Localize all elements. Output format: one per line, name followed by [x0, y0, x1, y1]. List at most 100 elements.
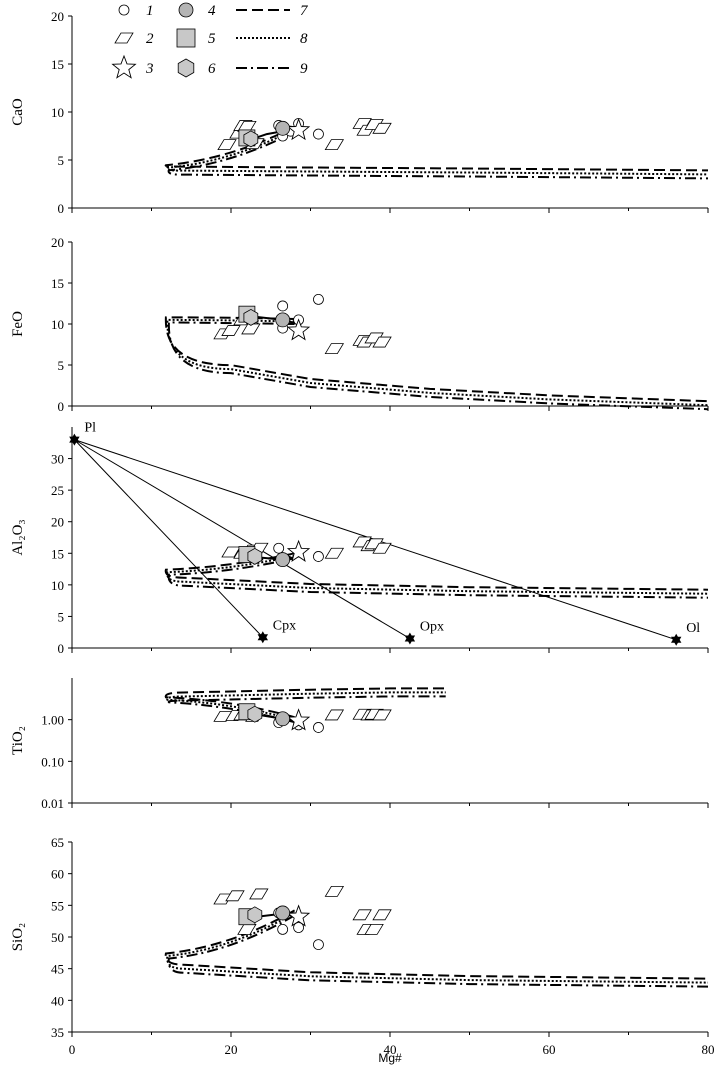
- legend-label-6: 6: [208, 61, 216, 77]
- data-point-series-4: [275, 552, 291, 567]
- data-point-series-1: [313, 939, 324, 950]
- legend-label-5: 5: [208, 31, 216, 47]
- legend-marker-6: [177, 58, 195, 78]
- y-tick-label: 0: [58, 201, 65, 216]
- y-tick-label: 15: [51, 276, 64, 291]
- data-point-series-4: [275, 120, 291, 136]
- y-tick-label: 15: [51, 546, 64, 561]
- mineral-label-ol: Ol: [686, 621, 700, 636]
- legend-marker-2: [114, 32, 134, 44]
- panel-3: 0 5 10 15 20 25 30 Al₂O₃ Pl Cpx Opx Ol: [10, 421, 709, 656]
- y-tick-label: 60: [51, 867, 64, 882]
- data-point-series-2: [221, 325, 241, 336]
- plots: 05101520CaO05101520FeO051015202530Al₂O₃P…: [10, 9, 715, 1057]
- x-tick-label: 20: [225, 1042, 238, 1057]
- data-point-series-2: [241, 323, 261, 335]
- model-curve-9: [167, 914, 709, 988]
- legend-label-4: 4: [208, 3, 216, 19]
- legend-marker-5: [176, 28, 196, 48]
- y-tick-label: 0: [58, 399, 65, 414]
- x-tick-label: 60: [543, 1042, 556, 1057]
- mineral-star-opx: [404, 635, 416, 645]
- y-tick-label: 5: [58, 609, 65, 624]
- x-tick-label: 40: [384, 1042, 397, 1057]
- panel-1: 0 5 10 15 20 CaO: [10, 9, 709, 216]
- y-tick-label: 20: [51, 515, 64, 530]
- legend-label-2: 2: [146, 31, 154, 47]
- y-tick-label: 10: [51, 578, 64, 593]
- data-point-series-2: [352, 909, 372, 921]
- legend-label-9: 9: [300, 61, 308, 77]
- data-point-series-2: [324, 886, 345, 897]
- data-point-series-1: [313, 293, 324, 305]
- legend-label-8: 8: [300, 31, 308, 47]
- data-point-series-2: [213, 893, 233, 905]
- y-tick-label: 10: [51, 105, 64, 120]
- data-point-series-3: [286, 904, 311, 927]
- data-point-series-2: [372, 122, 392, 134]
- data-point-series-3: [286, 708, 311, 731]
- data-point-series-6: [243, 308, 259, 326]
- x-tick-label: 0: [69, 1042, 76, 1057]
- y-axis-title: Al₂O₃: [10, 519, 26, 555]
- data-point-series-2: [324, 343, 345, 355]
- model-curve-9: [167, 557, 709, 599]
- data-point-series-4: [275, 312, 291, 328]
- mineral-star-cpx: [257, 634, 268, 644]
- data-point-series-2: [324, 139, 345, 151]
- data-point-series-1: [277, 300, 289, 312]
- data-point-series-6: [247, 547, 263, 565]
- legend-label-7: 7: [300, 3, 309, 19]
- legend-marker-3: [111, 54, 137, 79]
- y-tick-label: 10: [51, 317, 64, 332]
- data-point-series-2: [221, 546, 241, 558]
- data-point-series-2: [225, 890, 245, 902]
- model-curve-8: [166, 691, 446, 721]
- y-tick-label: 5: [58, 153, 65, 168]
- legend-label-3: 3: [145, 61, 154, 77]
- data-point-series-1: [277, 924, 289, 935]
- legend: 1 2 3 4 5 6 7 8 9: [111, 2, 309, 79]
- data-point-series-2: [372, 542, 392, 554]
- x-axis-title: Mg#: [378, 1051, 402, 1065]
- mineral-star-pl: [69, 436, 80, 446]
- legend-marker-1: [118, 4, 130, 16]
- data-point-series-2: [324, 547, 345, 559]
- legend-marker-4: [178, 2, 194, 18]
- legend-label-1: 1: [146, 3, 154, 19]
- data-point-series-2: [372, 909, 392, 921]
- y-tick-label: 20: [51, 235, 64, 250]
- data-point-series-3: [286, 539, 311, 562]
- y-axis-title: SiO₂: [10, 923, 26, 952]
- mineral-label-pl: Pl: [84, 421, 96, 436]
- data-point-series-3: [286, 117, 311, 141]
- data-point-series-1: [293, 922, 304, 933]
- mineral-tie-line: [74, 439, 411, 639]
- y-tick-label: 25: [51, 483, 64, 498]
- data-point-series-2: [217, 139, 237, 151]
- mineral-label-cpx: Cpx: [273, 618, 296, 633]
- y-tick-label: 55: [51, 898, 64, 913]
- mineral-tie-line: [74, 439, 264, 638]
- data-point-series-6: [247, 705, 263, 723]
- data-point-series-6: [243, 130, 259, 148]
- data-point-series-1: [313, 551, 324, 562]
- data-point-series-2: [324, 709, 345, 721]
- model-curve-7: [164, 316, 709, 403]
- mineral-star-ol: [671, 636, 682, 646]
- data-point-series-2: [364, 924, 384, 935]
- data-point-series-4: [275, 711, 291, 727]
- data-point-series-1: [273, 542, 285, 554]
- y-tick-label: 50: [51, 930, 64, 945]
- data-point-series-1: [313, 128, 324, 140]
- data-point-series-3: [286, 318, 311, 341]
- model-curve-9: [167, 130, 709, 180]
- data-point-series-4: [275, 905, 291, 921]
- model-curve-7: [164, 909, 709, 980]
- panel-2: 0 5 10 15 20 FeO: [10, 235, 709, 414]
- data-point-series-2: [249, 888, 269, 900]
- y-axis-title: FeO: [10, 311, 26, 337]
- panel-5: 35 40 45 50 55 60 65 0 20 40 60 80 SiO₂: [10, 835, 715, 1057]
- y-tick-label: 35: [51, 1025, 64, 1040]
